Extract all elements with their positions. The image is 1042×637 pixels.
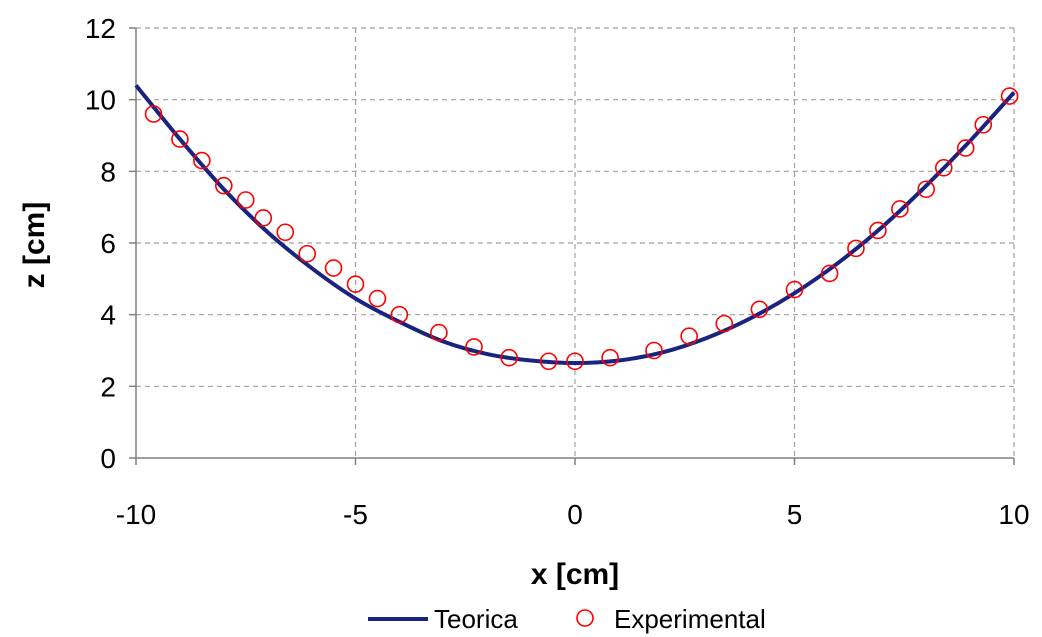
data-point-experimental	[715, 314, 734, 333]
x-tick-label: 0	[567, 499, 583, 530]
data-point-experimental	[193, 151, 211, 170]
data-point-experimental	[750, 300, 769, 319]
data-point-experimental	[539, 352, 558, 371]
data-point-experimental	[298, 244, 317, 263]
data-point-experimental	[346, 275, 365, 294]
data-point-experimental	[601, 348, 619, 367]
data-point-experimental	[215, 176, 233, 195]
data-point-experimental	[891, 200, 909, 218]
x-tick-label: -10	[116, 499, 156, 530]
data-point-experimental	[820, 264, 839, 283]
y-tick-label: 12	[85, 13, 116, 44]
plot-series	[134, 84, 1019, 371]
x-tick-label: -5	[343, 499, 368, 530]
x-axis-label: x [cm]	[531, 558, 619, 591]
x-tick-labels: -10 -5 0 5 10	[116, 499, 1030, 530]
data-point-experimental	[465, 338, 483, 356]
y-tick-label: 2	[100, 371, 116, 402]
data-point-experimental	[566, 352, 584, 371]
data-point-experimental	[974, 115, 993, 134]
legend-swatch-experimental	[576, 609, 594, 627]
data-point-experimental	[1000, 87, 1019, 105]
legend-label-experimental: Experimental	[614, 604, 766, 634]
data-point-experimental	[680, 327, 698, 345]
y-axis-label: z [cm]	[18, 202, 51, 289]
data-point-experimental	[171, 130, 189, 148]
data-point-experimental	[324, 259, 343, 277]
y-tick-labels: 0 2 4 6 8 10 12	[85, 13, 116, 474]
data-point-experimental	[390, 305, 409, 324]
data-point-experimental	[368, 289, 387, 308]
y-tick-label: 6	[100, 228, 116, 259]
x-tick-label: 10	[998, 499, 1029, 530]
data-point-experimental	[645, 341, 663, 360]
data-point-experimental	[254, 209, 273, 227]
data-point-experimental	[934, 158, 953, 177]
data-point-experimental	[917, 180, 936, 199]
data-point-experimental	[236, 191, 255, 209]
axes	[129, 27, 1015, 465]
y-tick-label: 0	[100, 443, 116, 474]
data-point-experimental	[869, 221, 887, 240]
y-tick-label: 10	[85, 85, 116, 116]
data-point-experimental	[847, 239, 865, 258]
grid	[136, 27, 1015, 458]
data-point-experimental	[276, 223, 295, 242]
legend-label-teorica: Teorica	[434, 604, 518, 634]
data-point-experimental	[785, 280, 804, 299]
y-tick-label: 8	[100, 156, 116, 187]
legend: Teorica Experimental	[368, 604, 766, 634]
x-tick-label: 5	[787, 499, 803, 530]
data-point-experimental	[500, 348, 518, 367]
data-point-experimental	[430, 323, 448, 342]
data-point-experimental	[144, 105, 163, 123]
data-point-experimental	[956, 139, 975, 157]
y-tick-label: 4	[100, 300, 116, 331]
